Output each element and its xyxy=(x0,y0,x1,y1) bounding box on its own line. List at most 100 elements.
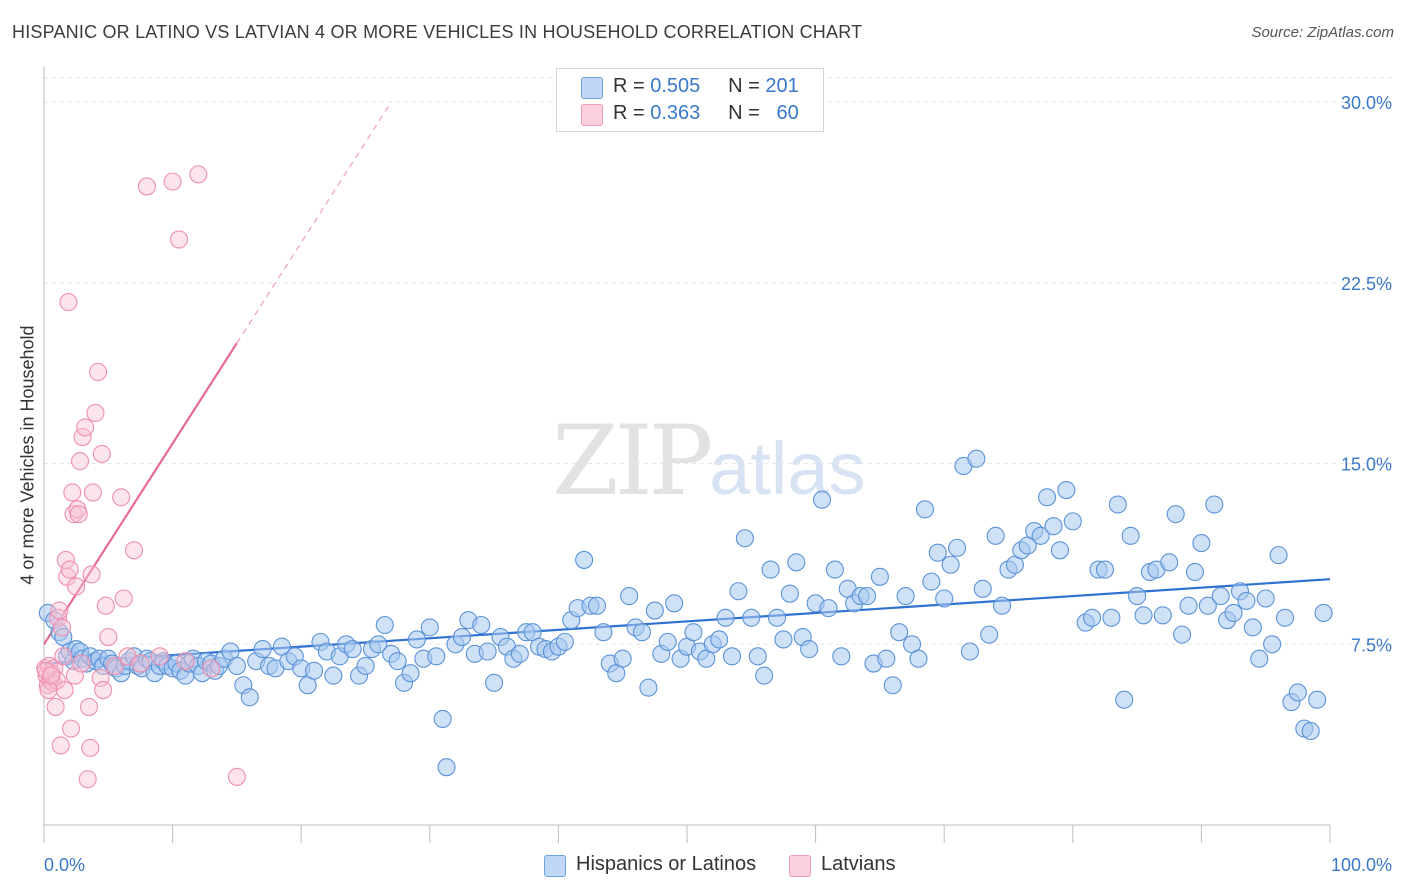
legend-label-latvians: Latvians xyxy=(821,853,896,875)
data-point-hispanics xyxy=(935,589,954,608)
data-point-latvians xyxy=(51,736,70,755)
data-point-hispanics xyxy=(305,661,324,680)
series-hispanics-points xyxy=(38,449,1333,777)
data-point-hispanics xyxy=(710,630,729,649)
data-point-latvians xyxy=(50,601,69,620)
data-point-latvians xyxy=(46,697,65,716)
data-point-hispanics xyxy=(922,572,941,591)
data-point-hispanics xyxy=(356,656,375,676)
legend-r-value: 0.505 xyxy=(650,75,701,97)
data-point-hispanics xyxy=(870,567,889,586)
data-point-hispanics xyxy=(857,587,877,606)
data-point-hispanics xyxy=(1057,481,1076,500)
data-point-latvians xyxy=(150,647,169,666)
data-point-hispanics xyxy=(1269,546,1288,565)
data-point-hispanics xyxy=(587,596,607,615)
data-point-hispanics xyxy=(1128,587,1147,606)
data-point-latvians xyxy=(69,505,88,524)
data-point-latvians xyxy=(54,647,73,666)
data-point-hispanics xyxy=(375,615,394,635)
data-point-latvians xyxy=(39,681,58,700)
data-point-hispanics xyxy=(941,555,960,574)
stats-legend: R = 0.505 N = 201 R = 0.363 N = 60 xyxy=(556,68,824,132)
data-point-hispanics xyxy=(812,490,832,509)
data-point-latvians xyxy=(114,589,133,608)
y-tick-label: 22.5% xyxy=(1341,274,1392,294)
data-point-latvians xyxy=(112,488,131,507)
data-point-hispanics xyxy=(780,584,799,603)
data-point-hispanics xyxy=(639,678,658,697)
data-point-hispanics xyxy=(253,640,272,659)
data-point-latvians xyxy=(202,659,221,678)
data-point-hispanics xyxy=(890,623,909,642)
data-point-hispanics xyxy=(632,623,652,642)
data-point-latvians xyxy=(60,560,79,579)
data-point-hispanics xyxy=(1256,589,1275,608)
data-point-latvians xyxy=(36,661,55,680)
data-point-hispanics xyxy=(787,553,806,572)
data-point-hispanics xyxy=(227,656,246,676)
data-point-hispanics xyxy=(755,666,774,685)
data-point-hispanics xyxy=(401,664,420,683)
data-point-hispanics xyxy=(620,587,639,606)
data-point-hispanics xyxy=(832,647,851,666)
data-point-hispanics xyxy=(1192,534,1211,553)
data-point-hispanics xyxy=(960,642,979,661)
data-point-hispanics xyxy=(825,560,844,579)
tick-labels: 7.5% 15.0% 22.5% 30.0% 0.0% 100.0% xyxy=(44,93,1392,875)
axes xyxy=(43,66,1331,843)
data-point-hispanics xyxy=(1102,608,1121,627)
data-point-hispanics xyxy=(915,500,934,519)
data-point-latvians xyxy=(83,483,102,502)
data-point-hispanics xyxy=(993,596,1012,615)
data-point-latvians xyxy=(189,165,208,184)
data-point-latvians xyxy=(82,565,101,584)
data-point-latvians xyxy=(61,719,81,738)
legend-swatch-pink xyxy=(789,855,811,877)
data-point-latvians xyxy=(63,483,82,502)
data-point-hispanics xyxy=(883,676,902,695)
data-point-latvians xyxy=(131,654,150,673)
data-point-hispanics xyxy=(1115,690,1134,709)
data-point-hispanics xyxy=(369,635,388,654)
data-point-hispanics xyxy=(575,550,594,569)
data-point-hispanics xyxy=(1095,560,1114,579)
grid-lines xyxy=(44,77,1392,645)
data-point-hispanics xyxy=(613,649,632,668)
data-point-hispanics xyxy=(819,599,838,618)
data-point-latvians xyxy=(169,230,189,249)
legend-r-label: R = xyxy=(613,75,645,97)
data-point-hispanics xyxy=(735,529,754,548)
data-point-hispanics xyxy=(510,644,529,663)
legend-n-label: N = xyxy=(728,102,760,124)
source-label: Source: ZipAtlas.com xyxy=(1251,24,1394,41)
data-point-latvians xyxy=(86,403,105,422)
data-point-hispanics xyxy=(555,632,574,651)
data-point-hispanics xyxy=(1250,649,1269,668)
legend-r-label: R = xyxy=(613,102,645,124)
data-point-hispanics xyxy=(948,538,967,557)
trend-line-latvians-extension xyxy=(236,101,392,344)
data-point-latvians xyxy=(137,177,156,196)
data-point-hispanics xyxy=(645,601,664,620)
legend-swatch-blue xyxy=(544,855,566,877)
data-point-hispanics xyxy=(1211,587,1230,606)
data-point-hispanics xyxy=(967,449,986,468)
legend-r-value: 0.363 xyxy=(650,102,701,124)
data-point-latvians xyxy=(94,681,113,700)
data-point-hispanics xyxy=(1050,541,1069,560)
data-point-latvians xyxy=(78,770,97,789)
data-point-latvians xyxy=(52,618,72,637)
data-point-latvians xyxy=(88,362,108,382)
data-point-latvians xyxy=(99,627,118,647)
data-point-hispanics xyxy=(1038,488,1057,507)
data-point-hispanics xyxy=(1308,690,1327,709)
data-point-hispanics xyxy=(420,618,439,637)
data-point-latvians xyxy=(124,541,144,560)
data-point-hispanics xyxy=(485,673,504,692)
data-point-latvians xyxy=(49,608,68,627)
data-point-hispanics xyxy=(1173,625,1192,644)
data-point-latvians xyxy=(227,767,246,786)
data-point-hispanics xyxy=(478,642,497,661)
trend-line-latvians xyxy=(43,342,238,645)
